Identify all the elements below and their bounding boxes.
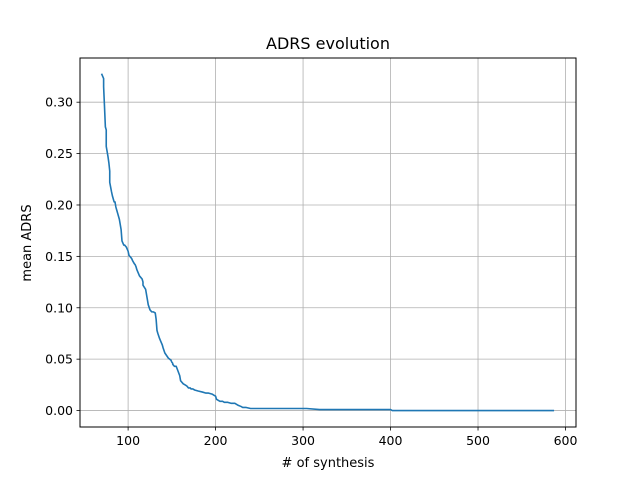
y-tick-label: 0.00 xyxy=(45,403,73,418)
x-tick-label: 300 xyxy=(291,433,315,448)
x-axis-label: # of synthesis xyxy=(282,456,375,471)
x-axis: 100 200 300 400 500 600 xyxy=(116,427,577,448)
y-tick-label: 0.10 xyxy=(45,300,73,315)
y-tick-label: 0.30 xyxy=(45,95,73,110)
y-axis: 0.00 0.05 0.10 0.15 0.20 0.25 0.30 xyxy=(45,95,80,418)
x-tick-label: 200 xyxy=(204,433,228,448)
y-axis-label: mean ADRS xyxy=(20,204,35,281)
chart-title: ADRS evolution xyxy=(266,34,390,53)
series-line-0 xyxy=(100,73,555,412)
x-tick-label: 500 xyxy=(466,433,490,448)
grid xyxy=(80,58,576,427)
axes-frame xyxy=(79,57,577,428)
x-tick-label: 600 xyxy=(554,433,578,448)
y-tick-label: 0.05 xyxy=(45,352,73,367)
x-tick-label: 400 xyxy=(379,433,403,448)
y-tick-label: 0.20 xyxy=(45,197,73,212)
y-tick-label: 0.25 xyxy=(45,146,73,161)
y-tick-label: 0.15 xyxy=(45,249,73,264)
x-tick-label: 100 xyxy=(116,433,140,448)
plot-area xyxy=(100,73,555,412)
